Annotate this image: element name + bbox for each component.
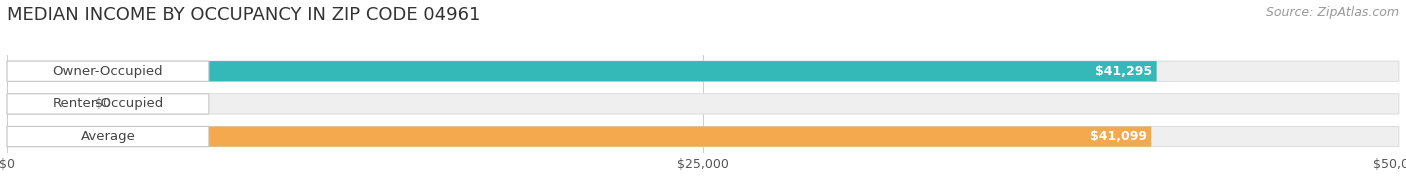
FancyBboxPatch shape (7, 126, 1152, 147)
Text: $0: $0 (94, 97, 111, 110)
Text: Owner-Occupied: Owner-Occupied (52, 65, 163, 78)
Text: MEDIAN INCOME BY OCCUPANCY IN ZIP CODE 04961: MEDIAN INCOME BY OCCUPANCY IN ZIP CODE 0… (7, 6, 481, 24)
Text: $41,295: $41,295 (1095, 65, 1153, 78)
Text: Renter-Occupied: Renter-Occupied (52, 97, 163, 110)
FancyBboxPatch shape (7, 94, 1399, 114)
FancyBboxPatch shape (7, 94, 83, 114)
Text: Average: Average (80, 130, 135, 143)
Text: Source: ZipAtlas.com: Source: ZipAtlas.com (1265, 6, 1399, 19)
FancyBboxPatch shape (7, 126, 1399, 147)
FancyBboxPatch shape (7, 94, 209, 114)
FancyBboxPatch shape (7, 61, 1157, 81)
FancyBboxPatch shape (7, 126, 209, 147)
FancyBboxPatch shape (7, 61, 209, 81)
Text: $41,099: $41,099 (1090, 130, 1147, 143)
FancyBboxPatch shape (7, 61, 1399, 81)
